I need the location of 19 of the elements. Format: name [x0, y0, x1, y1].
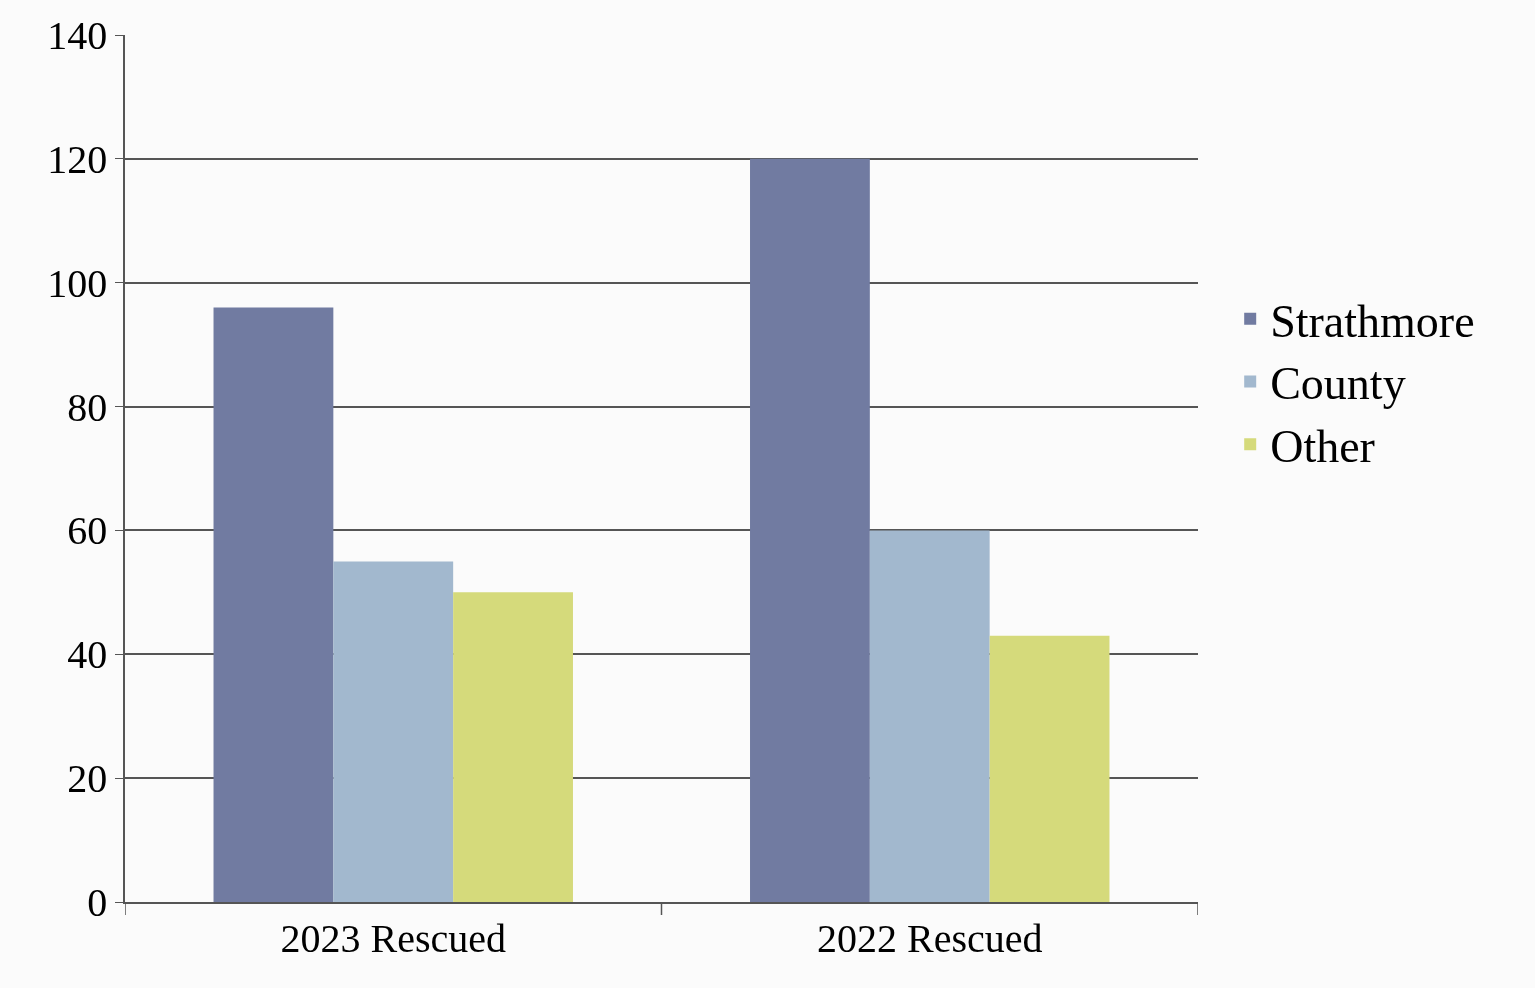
legend-label: County	[1270, 358, 1406, 410]
bar	[750, 158, 870, 902]
y-tick-label: 100	[47, 260, 108, 306]
bar	[989, 635, 1110, 902]
bar	[213, 307, 334, 902]
y-tick-label: 40	[67, 632, 108, 678]
legend-label: Other	[1270, 421, 1375, 473]
bar	[869, 530, 990, 902]
bar	[333, 561, 454, 902]
y-tick-label: 20	[67, 756, 108, 802]
y-tick-label: 140	[47, 13, 108, 58]
y-tick-label: 80	[67, 384, 108, 430]
y-tick-label: 60	[67, 508, 108, 554]
x-tick-label: 2023 Rescued	[280, 915, 507, 961]
y-tick-label: 0	[87, 880, 108, 925]
bar	[453, 592, 573, 902]
y-tick-label: 120	[47, 136, 108, 182]
x-tick-label: 2022 Rescued	[816, 915, 1043, 961]
legend-label: Strathmore	[1270, 295, 1475, 347]
